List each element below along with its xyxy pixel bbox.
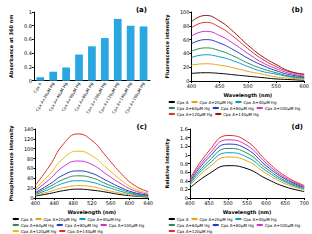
svg-text:0.2: 0.2: [180, 186, 188, 192]
svg-text:Cpx A+20µM Hg: Cpx A+20µM Hg: [199, 217, 232, 222]
svg-text:Cpx A: Cpx A: [177, 217, 189, 222]
svg-text:Cpx A+140µM Hg: Cpx A+140µM Hg: [223, 112, 259, 117]
svg-text:Cpx A+60µM Hg: Cpx A+60µM Hg: [177, 106, 210, 111]
svg-text:Cpx A+60µM Hg: Cpx A+60µM Hg: [21, 223, 54, 228]
svg-text:Absorbance at 360 nm: Absorbance at 360 nm: [8, 15, 14, 78]
svg-text:640: 640: [143, 200, 153, 206]
svg-text:0.6: 0.6: [24, 36, 32, 42]
svg-text:Cpx A: Cpx A: [21, 217, 33, 222]
svg-text:20: 20: [27, 185, 33, 191]
svg-text:Cpx A+120µM Hg: Cpx A+120µM Hg: [21, 229, 57, 234]
svg-text:Cpx A+20µM Hg: Cpx A+20µM Hg: [34, 81, 56, 113]
svg-text:0.6: 0.6: [180, 169, 188, 175]
svg-text:Cpx A+120µM Hg: Cpx A+120µM Hg: [177, 229, 213, 234]
svg-text:500: 500: [243, 83, 253, 89]
svg-text:Cpx A+100µM Hg: Cpx A+100µM Hg: [265, 106, 301, 111]
svg-text:650: 650: [280, 200, 290, 206]
svg-text:Wavelength (nm): Wavelength (nm): [68, 209, 117, 216]
svg-text:(c): (c): [136, 123, 147, 131]
svg-text:400: 400: [31, 200, 41, 206]
svg-text:700: 700: [299, 200, 309, 206]
svg-text:1.4: 1.4: [180, 135, 188, 141]
svg-text:(a): (a): [136, 6, 147, 14]
svg-text:80: 80: [27, 156, 33, 162]
svg-text:Cpx A+40µM Hg: Cpx A+40µM Hg: [87, 217, 120, 222]
svg-text:Relative Intensity: Relative Intensity: [164, 138, 171, 189]
svg-text:Cpx A+40µM Hg: Cpx A+40µM Hg: [243, 100, 276, 105]
svg-text:20: 20: [183, 64, 189, 70]
svg-text:0.2: 0.2: [24, 64, 32, 70]
svg-text:(b): (b): [292, 6, 303, 14]
svg-text:Cpx A+60µM Hg: Cpx A+60µM Hg: [60, 81, 82, 113]
svg-text:Cpx A+80µM Hg: Cpx A+80µM Hg: [73, 81, 95, 113]
svg-text:500: 500: [223, 200, 233, 206]
svg-text:450: 450: [215, 83, 225, 89]
svg-text:Cpx A+80µM Hg: Cpx A+80µM Hg: [65, 223, 98, 228]
svg-text:Cpx A+120µM Hg: Cpx A+120µM Hg: [177, 112, 213, 117]
svg-text:0.4: 0.4: [24, 50, 32, 56]
svg-text:Cpx A+60µM Hg: Cpx A+60µM Hg: [177, 223, 210, 228]
svg-text:0: 0: [184, 195, 188, 201]
svg-text:100: 100: [180, 9, 190, 15]
svg-text:Wavelength (nm): Wavelength (nm): [224, 92, 273, 99]
svg-text:Cpx A+100µM Hg: Cpx A+100µM Hg: [265, 223, 301, 228]
svg-text:0.8: 0.8: [24, 23, 32, 29]
svg-text:520: 520: [87, 200, 97, 206]
svg-text:600: 600: [299, 83, 309, 89]
svg-text:Cpx A+140µM Hg: Cpx A+140µM Hg: [67, 229, 103, 234]
svg-text:Cpx A+100µM Hg: Cpx A+100µM Hg: [109, 223, 145, 228]
svg-text:400: 400: [187, 83, 197, 89]
svg-text:450: 450: [204, 200, 214, 206]
svg-text:Cpx A+80µM Hg: Cpx A+80µM Hg: [221, 106, 254, 111]
svg-text:Fluorescence intensity: Fluorescence intensity: [164, 14, 171, 79]
svg-text:600: 600: [261, 200, 271, 206]
svg-text:60: 60: [27, 165, 33, 171]
svg-text:(d): (d): [292, 123, 303, 131]
svg-text:560: 560: [106, 200, 116, 206]
svg-text:40: 40: [183, 50, 189, 56]
svg-text:80: 80: [183, 23, 189, 29]
svg-text:1: 1: [185, 152, 188, 158]
svg-text:Cpx A: Cpx A: [32, 81, 42, 94]
svg-text:0.4: 0.4: [180, 178, 188, 184]
svg-text:Cpx A+160µM Hg: Cpx A+160µM Hg: [124, 81, 146, 115]
svg-text:1: 1: [29, 9, 32, 15]
svg-text:Cpx A+20µM Hg: Cpx A+20µM Hg: [43, 217, 76, 222]
svg-text:440: 440: [49, 200, 59, 206]
svg-text:Phosphorescence Intensity: Phosphorescence Intensity: [8, 125, 15, 202]
svg-text:600: 600: [125, 200, 135, 206]
svg-text:Cpx A+100µM Hg: Cpx A+100µM Hg: [85, 81, 107, 115]
svg-text:140: 140: [24, 126, 34, 132]
svg-text:120: 120: [24, 136, 34, 142]
svg-text:Cpx A+40µM Hg: Cpx A+40µM Hg: [47, 81, 69, 113]
svg-text:Cpx A+80µM Hg: Cpx A+80µM Hg: [221, 223, 254, 228]
svg-text:Cpx A+120µM Hg: Cpx A+120µM Hg: [97, 81, 120, 115]
svg-text:1.2: 1.2: [180, 143, 188, 149]
svg-text:Cpx A: Cpx A: [177, 100, 189, 105]
svg-text:60: 60: [183, 37, 189, 43]
svg-text:480: 480: [68, 200, 78, 206]
svg-text:550: 550: [271, 83, 281, 89]
svg-text:Cpx A+20µM Hg: Cpx A+20µM Hg: [199, 100, 232, 105]
svg-text:Wavelength (nm): Wavelength (nm): [223, 209, 272, 216]
svg-text:Cpx A+140µM Hg: Cpx A+140µM Hg: [110, 81, 133, 115]
svg-text:0.8: 0.8: [180, 161, 188, 167]
svg-text:1.6: 1.6: [180, 126, 188, 132]
svg-text:550: 550: [242, 200, 252, 206]
svg-text:0: 0: [30, 195, 34, 201]
svg-text:100: 100: [24, 146, 34, 152]
svg-text:0: 0: [29, 78, 32, 84]
svg-text:Cpx A+40µM Hg: Cpx A+40µM Hg: [243, 217, 276, 222]
svg-text:400: 400: [185, 200, 195, 206]
svg-text:40: 40: [27, 175, 33, 181]
svg-text:0: 0: [186, 78, 190, 84]
